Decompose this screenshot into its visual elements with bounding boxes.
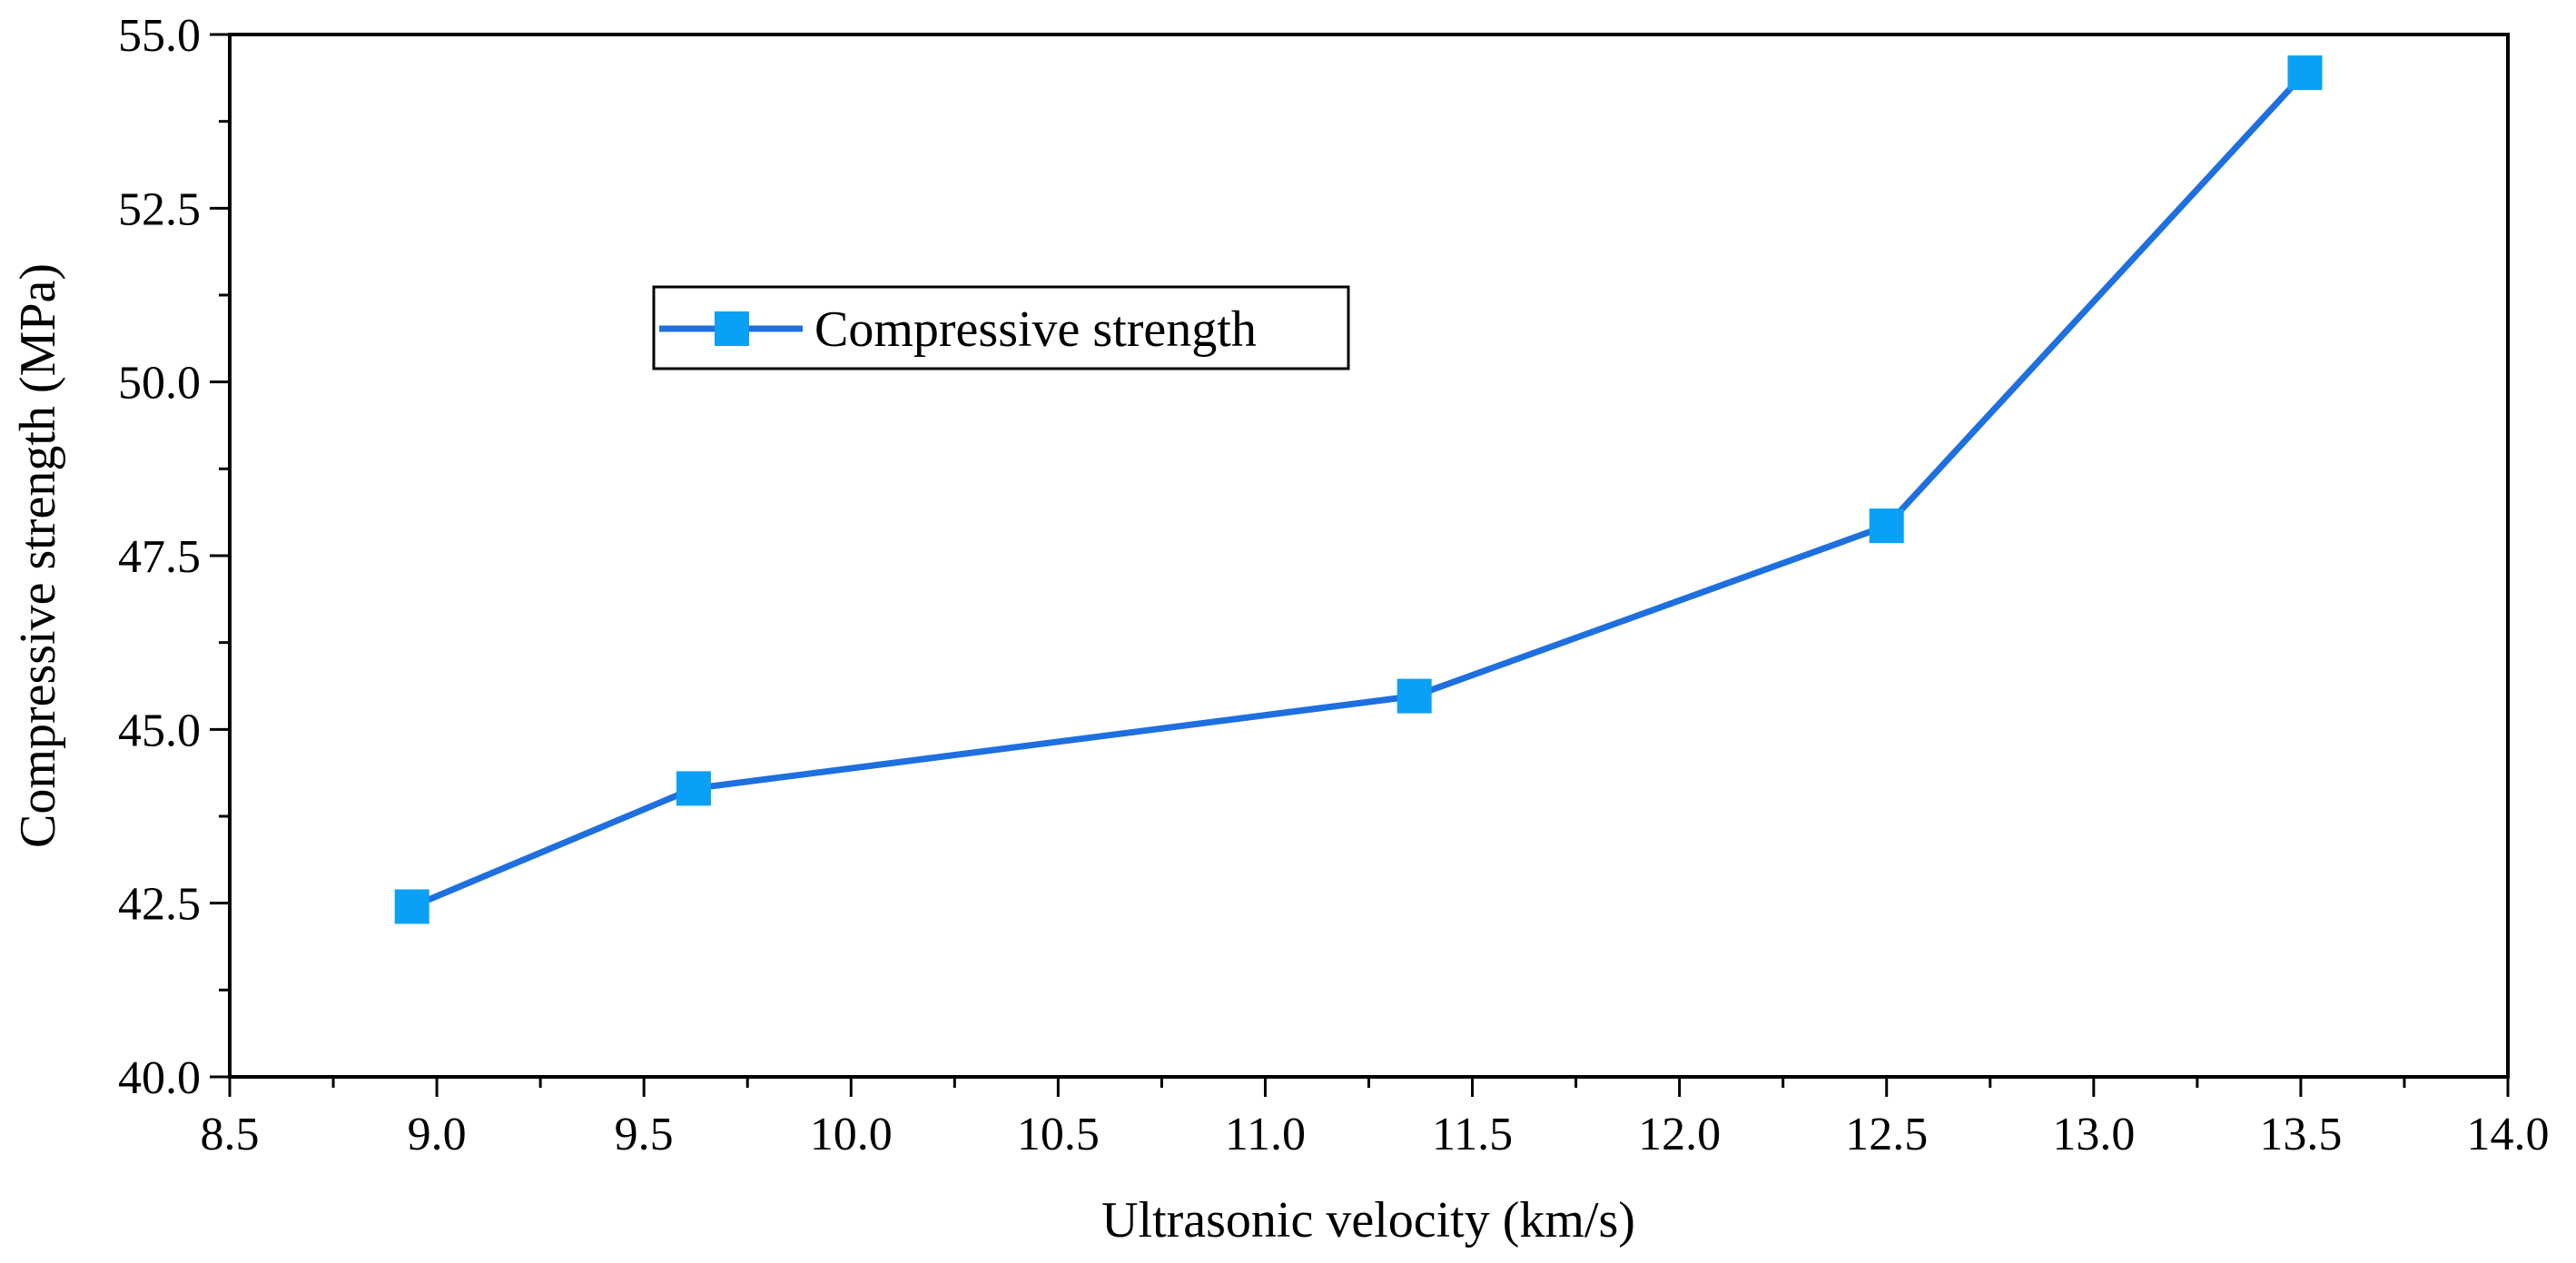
y-tick-label: 47.5 [118, 531, 201, 583]
x-tick-label: 9.0 [408, 1109, 467, 1160]
data-point-marker [2287, 55, 2323, 91]
x-tick-label: 9.5 [615, 1109, 674, 1160]
y-tick-label: 40.0 [118, 1052, 201, 1104]
data-point-marker [394, 889, 429, 924]
x-axis-ticks: 8.5 9.0 9.5 10.0 10.5 11.0 11.5 12.0 12.5 13.0 13.… [201, 1077, 2550, 1160]
y-tick-label: 52.5 [118, 183, 201, 235]
legend-marker-swatch [715, 311, 749, 346]
x-tick-label: 13.5 [2259, 1109, 2342, 1160]
legend: Compressive strength [652, 285, 1350, 370]
x-tick-label: 11.0 [1225, 1109, 1306, 1160]
x-tick-label: 11.5 [1432, 1109, 1513, 1160]
data-point-marker [676, 771, 711, 806]
x-axis-title: Ultrasonic velocity (km/s) [1101, 1192, 1635, 1248]
y-tick-label: 50.0 [118, 358, 201, 409]
plot-frame [228, 33, 2510, 1079]
x-tick-label: 8.5 [201, 1109, 260, 1160]
y-axis-ticks: 40.0 42.5 45.0 47.5 50.0 52.5 55.0 [118, 10, 230, 1104]
y-axis-title: Compressive strength (MPa) [10, 263, 66, 848]
legend-label: Compressive strength [814, 301, 1257, 358]
data-point-marker [1397, 678, 1432, 714]
y-tick-label: 55.0 [118, 10, 201, 62]
y-tick-label: 45.0 [118, 705, 201, 756]
series-layer [394, 55, 2323, 924]
x-tick-label: 14.0 [2467, 1109, 2550, 1160]
data-point-marker [1869, 508, 1904, 544]
x-tick-label: 10.5 [1017, 1109, 1100, 1160]
x-tick-label: 10.0 [810, 1109, 893, 1160]
x-tick-label: 12.0 [1638, 1109, 1721, 1160]
x-tick-label: 13.0 [2052, 1109, 2135, 1160]
minor-ticks [219, 120, 2406, 1088]
x-tick-label: 12.5 [1845, 1109, 1928, 1160]
y-tick-label: 42.5 [118, 879, 201, 931]
